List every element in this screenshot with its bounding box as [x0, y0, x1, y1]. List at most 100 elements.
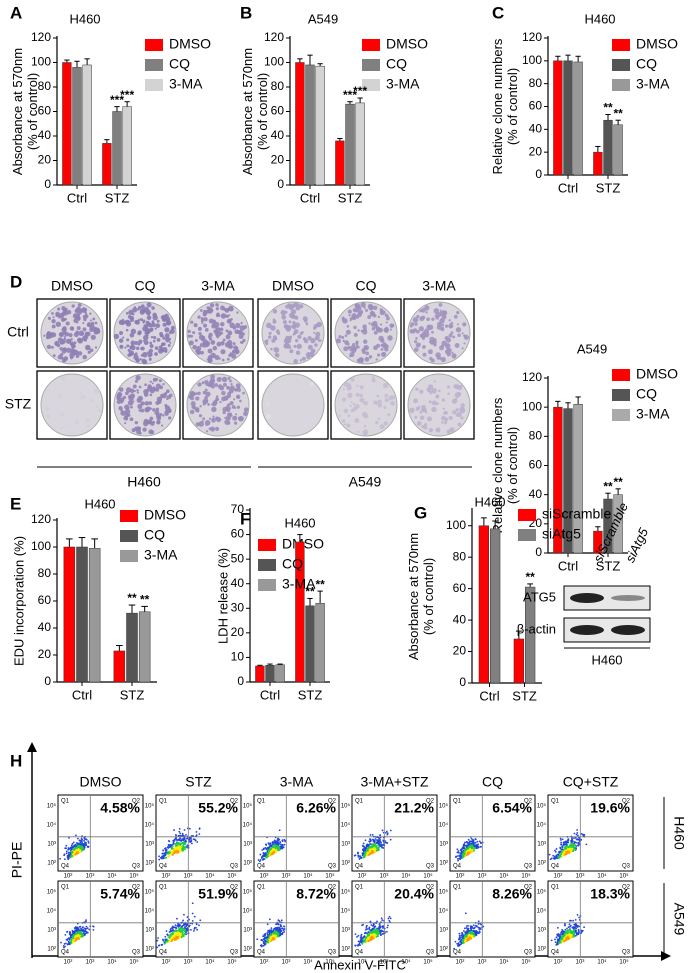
flow-tick-label: 10² [145, 861, 154, 867]
colony [462, 322, 467, 327]
event-dot [548, 853, 551, 856]
event-dot [189, 837, 192, 840]
event-dot [92, 925, 95, 928]
event-dot [271, 841, 274, 844]
colony [154, 327, 157, 330]
colony [220, 321, 225, 327]
event-dot [85, 925, 88, 928]
event-dot [461, 932, 464, 934]
colony [413, 347, 419, 352]
event-dot [71, 842, 74, 845]
event-dot [268, 846, 271, 849]
colony [438, 389, 441, 393]
colony [353, 332, 358, 337]
event-dot [377, 927, 380, 930]
colony [161, 424, 164, 427]
colony [215, 426, 220, 431]
legend-label: 3-MA [169, 76, 203, 92]
colony [86, 345, 91, 350]
event-dot [271, 935, 274, 937]
event-dot [573, 832, 576, 835]
event-dot [80, 927, 82, 930]
event-dot [167, 936, 170, 939]
colony [81, 332, 85, 336]
event-dot [468, 933, 471, 936]
y-tick-label: 60 [38, 593, 52, 607]
colony [422, 352, 427, 357]
colony [55, 342, 58, 346]
colony [92, 317, 96, 321]
plot-frame [449, 794, 536, 872]
event-dot [81, 934, 84, 937]
event-dot [460, 848, 463, 851]
colony [285, 304, 289, 309]
event-dot [367, 845, 369, 847]
flow-tick-label: 10⁵ [439, 889, 449, 896]
colony [156, 396, 163, 402]
colony [215, 395, 219, 398]
event-dot [188, 840, 191, 843]
quadrant-label: Q1 [159, 799, 168, 805]
event-dot [273, 841, 276, 844]
colony [143, 306, 149, 313]
colony [349, 317, 353, 321]
colony [363, 339, 368, 344]
quadrant-label: Q3 [426, 864, 435, 870]
colony [130, 340, 136, 346]
event-dot [380, 934, 382, 937]
event-dot [268, 933, 270, 936]
colony [82, 307, 88, 313]
y-axis-label: Relative clone numbers [490, 397, 505, 533]
event-dot [85, 920, 87, 923]
colony [130, 328, 137, 335]
colony [426, 317, 430, 322]
colony [359, 398, 362, 402]
event-dot [167, 843, 170, 846]
x-tick-label: Ctrl [67, 190, 87, 205]
event-dot [280, 932, 283, 935]
colony [265, 341, 269, 346]
colony [204, 328, 209, 332]
event-dot [157, 937, 159, 939]
colony [76, 326, 81, 331]
legend-swatch [145, 79, 163, 91]
bar [255, 665, 265, 683]
event-dot [190, 839, 193, 842]
colony [207, 308, 213, 314]
colony [89, 398, 94, 403]
event-dot [381, 919, 384, 921]
colony [131, 312, 135, 316]
event-dot [374, 848, 377, 851]
y-tick-label: 0 [459, 675, 466, 689]
colony [221, 396, 227, 402]
event-dot [64, 847, 67, 850]
colony [441, 340, 447, 347]
colony [224, 419, 230, 425]
colony [229, 322, 235, 329]
colony [198, 414, 203, 418]
event-dot [474, 847, 476, 849]
quadrant-label: Q3 [524, 950, 533, 956]
chart-title: H460 [474, 494, 505, 509]
colony [242, 338, 246, 343]
x-tick-label: Ctrl [479, 688, 499, 703]
y-tick-label: 40 [38, 128, 52, 142]
event-dot [182, 849, 185, 851]
bar [315, 603, 325, 683]
colony [343, 346, 349, 352]
event-dot [164, 857, 166, 859]
event-dot [372, 927, 374, 930]
y-tick-label: 20 [529, 144, 543, 158]
event-dot [174, 850, 177, 853]
colony [140, 408, 145, 413]
event-dot [472, 850, 475, 852]
quadrant-label: Q2 [426, 885, 435, 891]
colony [431, 400, 437, 406]
colony [127, 400, 134, 406]
colony [162, 414, 165, 417]
event-dot [277, 919, 280, 922]
colony [227, 320, 231, 323]
y-tick-label: 0 [535, 545, 542, 559]
colony [342, 339, 345, 343]
colony [132, 307, 138, 313]
